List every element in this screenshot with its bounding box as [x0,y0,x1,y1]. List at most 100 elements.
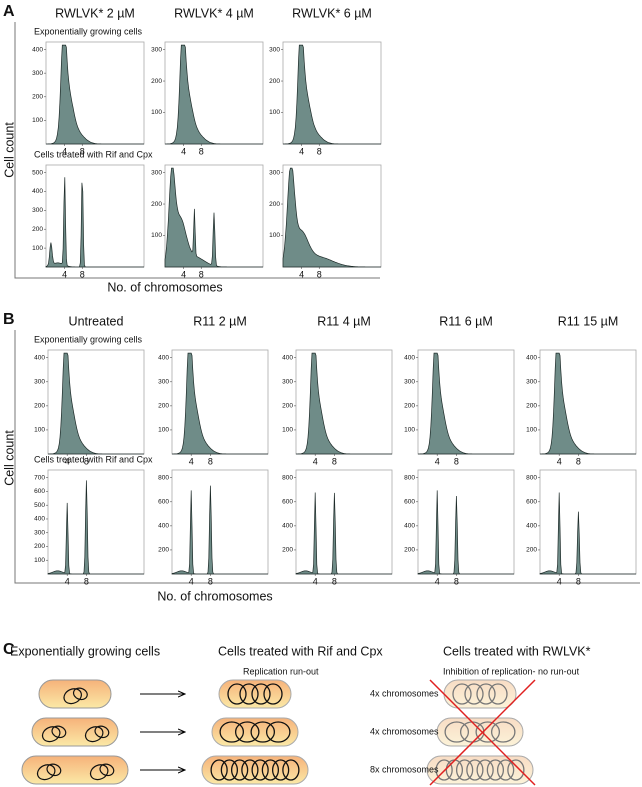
x-tick-label: 8 [454,576,459,586]
chromosome [496,759,515,781]
y-tick-label: 100 [269,232,280,239]
y-tick-label: 700 [34,474,45,481]
chromosome [94,725,110,739]
plot-box [539,469,637,575]
cell [38,679,112,709]
y-tick-label: 100 [151,232,162,239]
x-tick-label: 4 [65,456,70,466]
subheader: Inhibition of replication- no run-out [443,666,580,676]
y-tick-label: 400 [32,188,43,195]
y-tick-label: 500 [34,502,45,509]
chromosome [227,683,247,705]
y-tick-label: 300 [34,378,45,385]
y-tick-label: 300 [526,378,537,385]
x-tick-label: 4 [189,456,194,466]
chromosome [99,763,115,777]
y-tick-label: 800 [526,474,537,481]
chromosome [282,759,300,781]
x-tick-label: 4 [181,269,186,279]
cell [211,717,299,747]
x-tick-label: 4 [313,456,318,466]
x-tick-label: 8 [208,456,213,466]
x-tick-label: 4 [62,146,67,156]
chromosome [435,759,453,781]
y-tick-label: 200 [404,547,415,554]
chromosome [486,759,505,781]
chromosome [89,764,109,781]
y-tick-label: 100 [34,427,45,434]
chromosome [241,759,259,781]
y-tick-label: 200 [34,403,45,410]
x-tick-label: 8 [199,269,204,279]
y-tick-label: 200 [269,201,280,208]
chromosome [239,683,259,705]
y-tick-label: 400 [32,46,43,53]
y-axis-label: Cell count [2,122,16,178]
chromosome [263,683,283,705]
y-tick-label: 200 [32,226,43,233]
column-title: R11 4 µM [317,314,371,328]
column-title: RWLVK* 4 µM [174,6,254,20]
histogram [283,44,381,145]
y-tick-label: 200 [282,403,293,410]
chromosome [488,683,508,705]
y-tick-label: 300 [158,378,169,385]
panel-label: C [3,641,15,658]
y-tick-label: 600 [526,498,537,505]
x-tick-label: 4 [313,576,318,586]
chromosome [230,759,249,781]
chromosome [41,726,61,743]
y-tick-label: 100 [151,109,162,116]
chromosome [475,721,501,743]
plot-box [45,164,145,268]
chromosome [271,759,290,781]
y-tick-label: 200 [269,78,280,85]
cell [21,755,129,785]
column-header: Cells treated with RWLVK* [443,644,591,658]
chromosome [476,683,496,705]
row-label: 4x chromosomes [370,726,439,736]
y-tick-label: 200 [526,547,537,554]
histogram [47,480,144,575]
chromosome [36,764,56,781]
y-tick-label: 200 [158,403,169,410]
chromosome [51,725,67,739]
histogram [295,492,392,575]
histogram [418,352,514,455]
y-tick-label: 400 [34,516,45,523]
y-tick-label: 400 [404,354,415,361]
x-tick-label: 8 [454,456,459,466]
row-label: Cells treated with Rif and Cpx [34,149,153,159]
y-tick-label: 300 [151,46,162,53]
y-tick-label: 100 [526,427,537,434]
histogram [46,44,144,145]
y-tick-label: 400 [526,354,537,361]
histogram [282,167,381,268]
y-tick-label: 300 [269,46,280,53]
column-title: Untreated [69,314,124,328]
x-tick-label: 4 [435,576,440,586]
y-tick-label: 100 [32,117,43,124]
x-tick-label: 8 [317,146,322,156]
y-axis-label: Cell count [2,430,16,486]
x-tick-label: 4 [557,576,562,586]
column-header: Exponentially growing cells [10,644,160,658]
histogram [164,167,263,268]
histogram [48,352,144,455]
column-title: R11 15 µM [558,314,618,328]
y-tick-label: 300 [32,207,43,214]
chromosome [265,721,291,743]
chromosome [455,759,474,781]
y-tick-label: 600 [158,498,169,505]
x-tick-label: 8 [332,456,337,466]
y-tick-label: 200 [34,543,45,550]
row-label: Cells treated with Rif and Cpx [34,454,153,464]
x-tick-label: 8 [84,456,89,466]
y-tick-label: 100 [32,245,43,252]
chromosome [46,763,62,777]
y-tick-label: 800 [158,474,169,481]
chromosome [464,683,484,705]
chromosome [452,683,472,705]
y-tick-label: 400 [282,354,293,361]
